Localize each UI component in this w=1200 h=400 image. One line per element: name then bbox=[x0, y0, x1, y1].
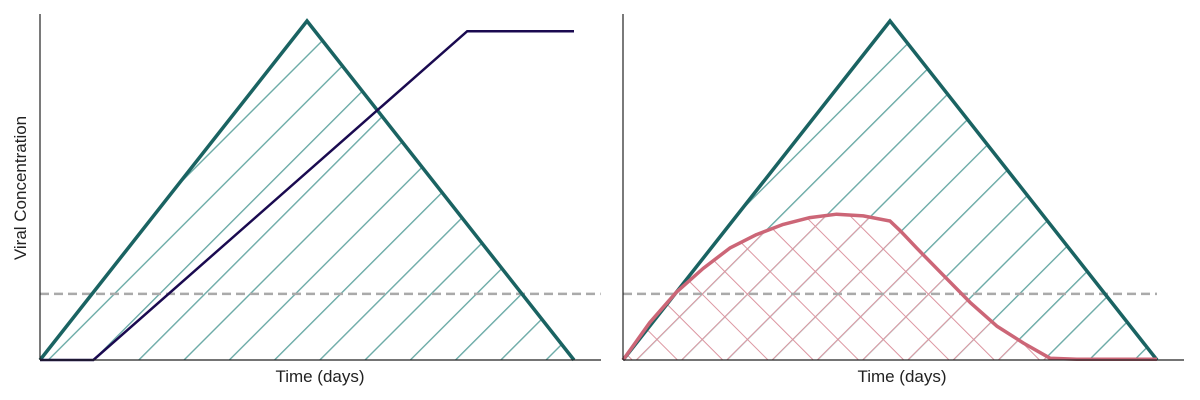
triangle-hatch-fill bbox=[40, 21, 574, 360]
right-panel: Time (days) bbox=[621, 14, 1184, 386]
triangle-outline bbox=[621, 18, 1159, 362]
right-x-axis-label: Time (days) bbox=[857, 367, 946, 386]
curve-outline bbox=[621, 212, 1157, 362]
left-x-axis-label: Time (days) bbox=[275, 367, 364, 386]
left-y-axis-label: Viral Concentration bbox=[11, 116, 30, 260]
left-panel: Time (days) Viral Concentration bbox=[11, 14, 601, 386]
triangle-outline bbox=[38, 18, 576, 362]
